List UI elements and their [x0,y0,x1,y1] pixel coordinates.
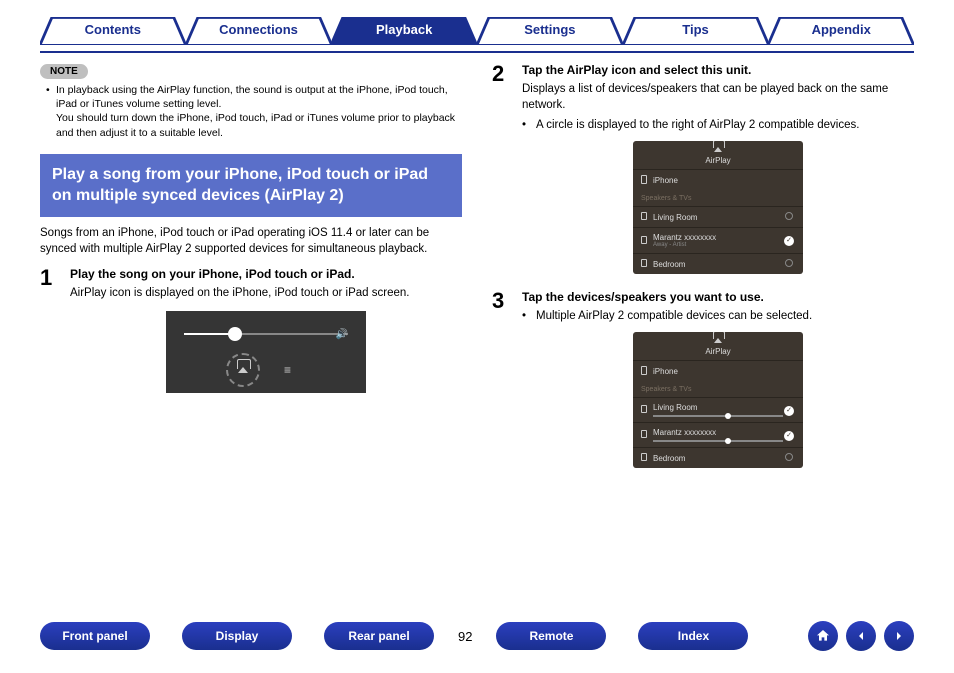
top-tabs: Contents Connections Playback Settings T… [40,16,914,45]
airplay-device-list-1: AirPlay iPhone Speakers & TVs Living Roo… [633,141,803,274]
step-3-bullet: Multiple AirPlay 2 compatible devices ca… [536,308,812,324]
tab-connections[interactable]: Connections [186,16,332,45]
note-body: •In playback using the AirPlay function,… [46,83,462,140]
step-2: 2 Tap the AirPlay icon and select this u… [492,63,914,284]
step-1-number: 1 [40,267,60,393]
tab-tips[interactable]: Tips [623,16,769,45]
tab-playback[interactable]: Playback [331,16,477,45]
tab-settings[interactable]: Settings [477,16,623,45]
note-item: In playback using the AirPlay function, … [56,83,462,111]
step-3: 3 Tap the devices/speakers you want to u… [492,290,914,478]
left-column: NOTE •In playback using the AirPlay func… [40,63,462,484]
volume-icon: 🔊 [336,329,348,340]
step-2-bullet: A circle is displayed to the right of Ai… [536,117,859,133]
step-3-title: Tap the devices/speakers you want to use… [522,290,914,304]
step-1: 1 Play the song on your iPhone, iPod tou… [40,267,462,393]
playback-illustration: 🔊 ≡ [166,311,366,393]
step-3-number: 3 [492,290,512,478]
step-1-desc: AirPlay icon is displayed on the iPhone,… [70,285,462,301]
step-2-number: 2 [492,63,512,284]
prev-page-icon[interactable] [846,621,876,651]
right-column: 2 Tap the AirPlay icon and select this u… [492,63,914,484]
airplay-device-list-2: AirPlay iPhone Speakers & TVs Living Roo… [633,332,803,468]
step-1-title: Play the song on your iPhone, iPod touch… [70,267,462,281]
note-badge: NOTE [40,64,88,79]
rear-panel-button[interactable]: Rear panel [324,622,434,650]
note-sub: You should turn down the iPhone, iPod to… [56,111,462,139]
home-icon[interactable] [808,621,838,651]
display-button[interactable]: Display [182,622,292,650]
tab-contents[interactable]: Contents [40,16,186,45]
remote-button[interactable]: Remote [496,622,606,650]
step-2-desc: Displays a list of devices/speakers that… [522,81,914,113]
next-page-icon[interactable] [884,621,914,651]
section-heading: Play a song from your iPhone, iPod touch… [40,154,462,217]
tab-divider [40,51,914,53]
intro-text: Songs from an iPhone, iPod touch or iPad… [40,225,462,257]
footer: Front panel Display Rear panel 92 Remote… [40,621,914,651]
page-number: 92 [458,629,472,644]
index-button[interactable]: Index [638,622,748,650]
queue-icon: ≡ [284,363,291,377]
tab-appendix[interactable]: Appendix [768,16,914,45]
step-2-title: Tap the AirPlay icon and select this uni… [522,63,914,77]
front-panel-button[interactable]: Front panel [40,622,150,650]
airplay-icon [226,353,260,387]
